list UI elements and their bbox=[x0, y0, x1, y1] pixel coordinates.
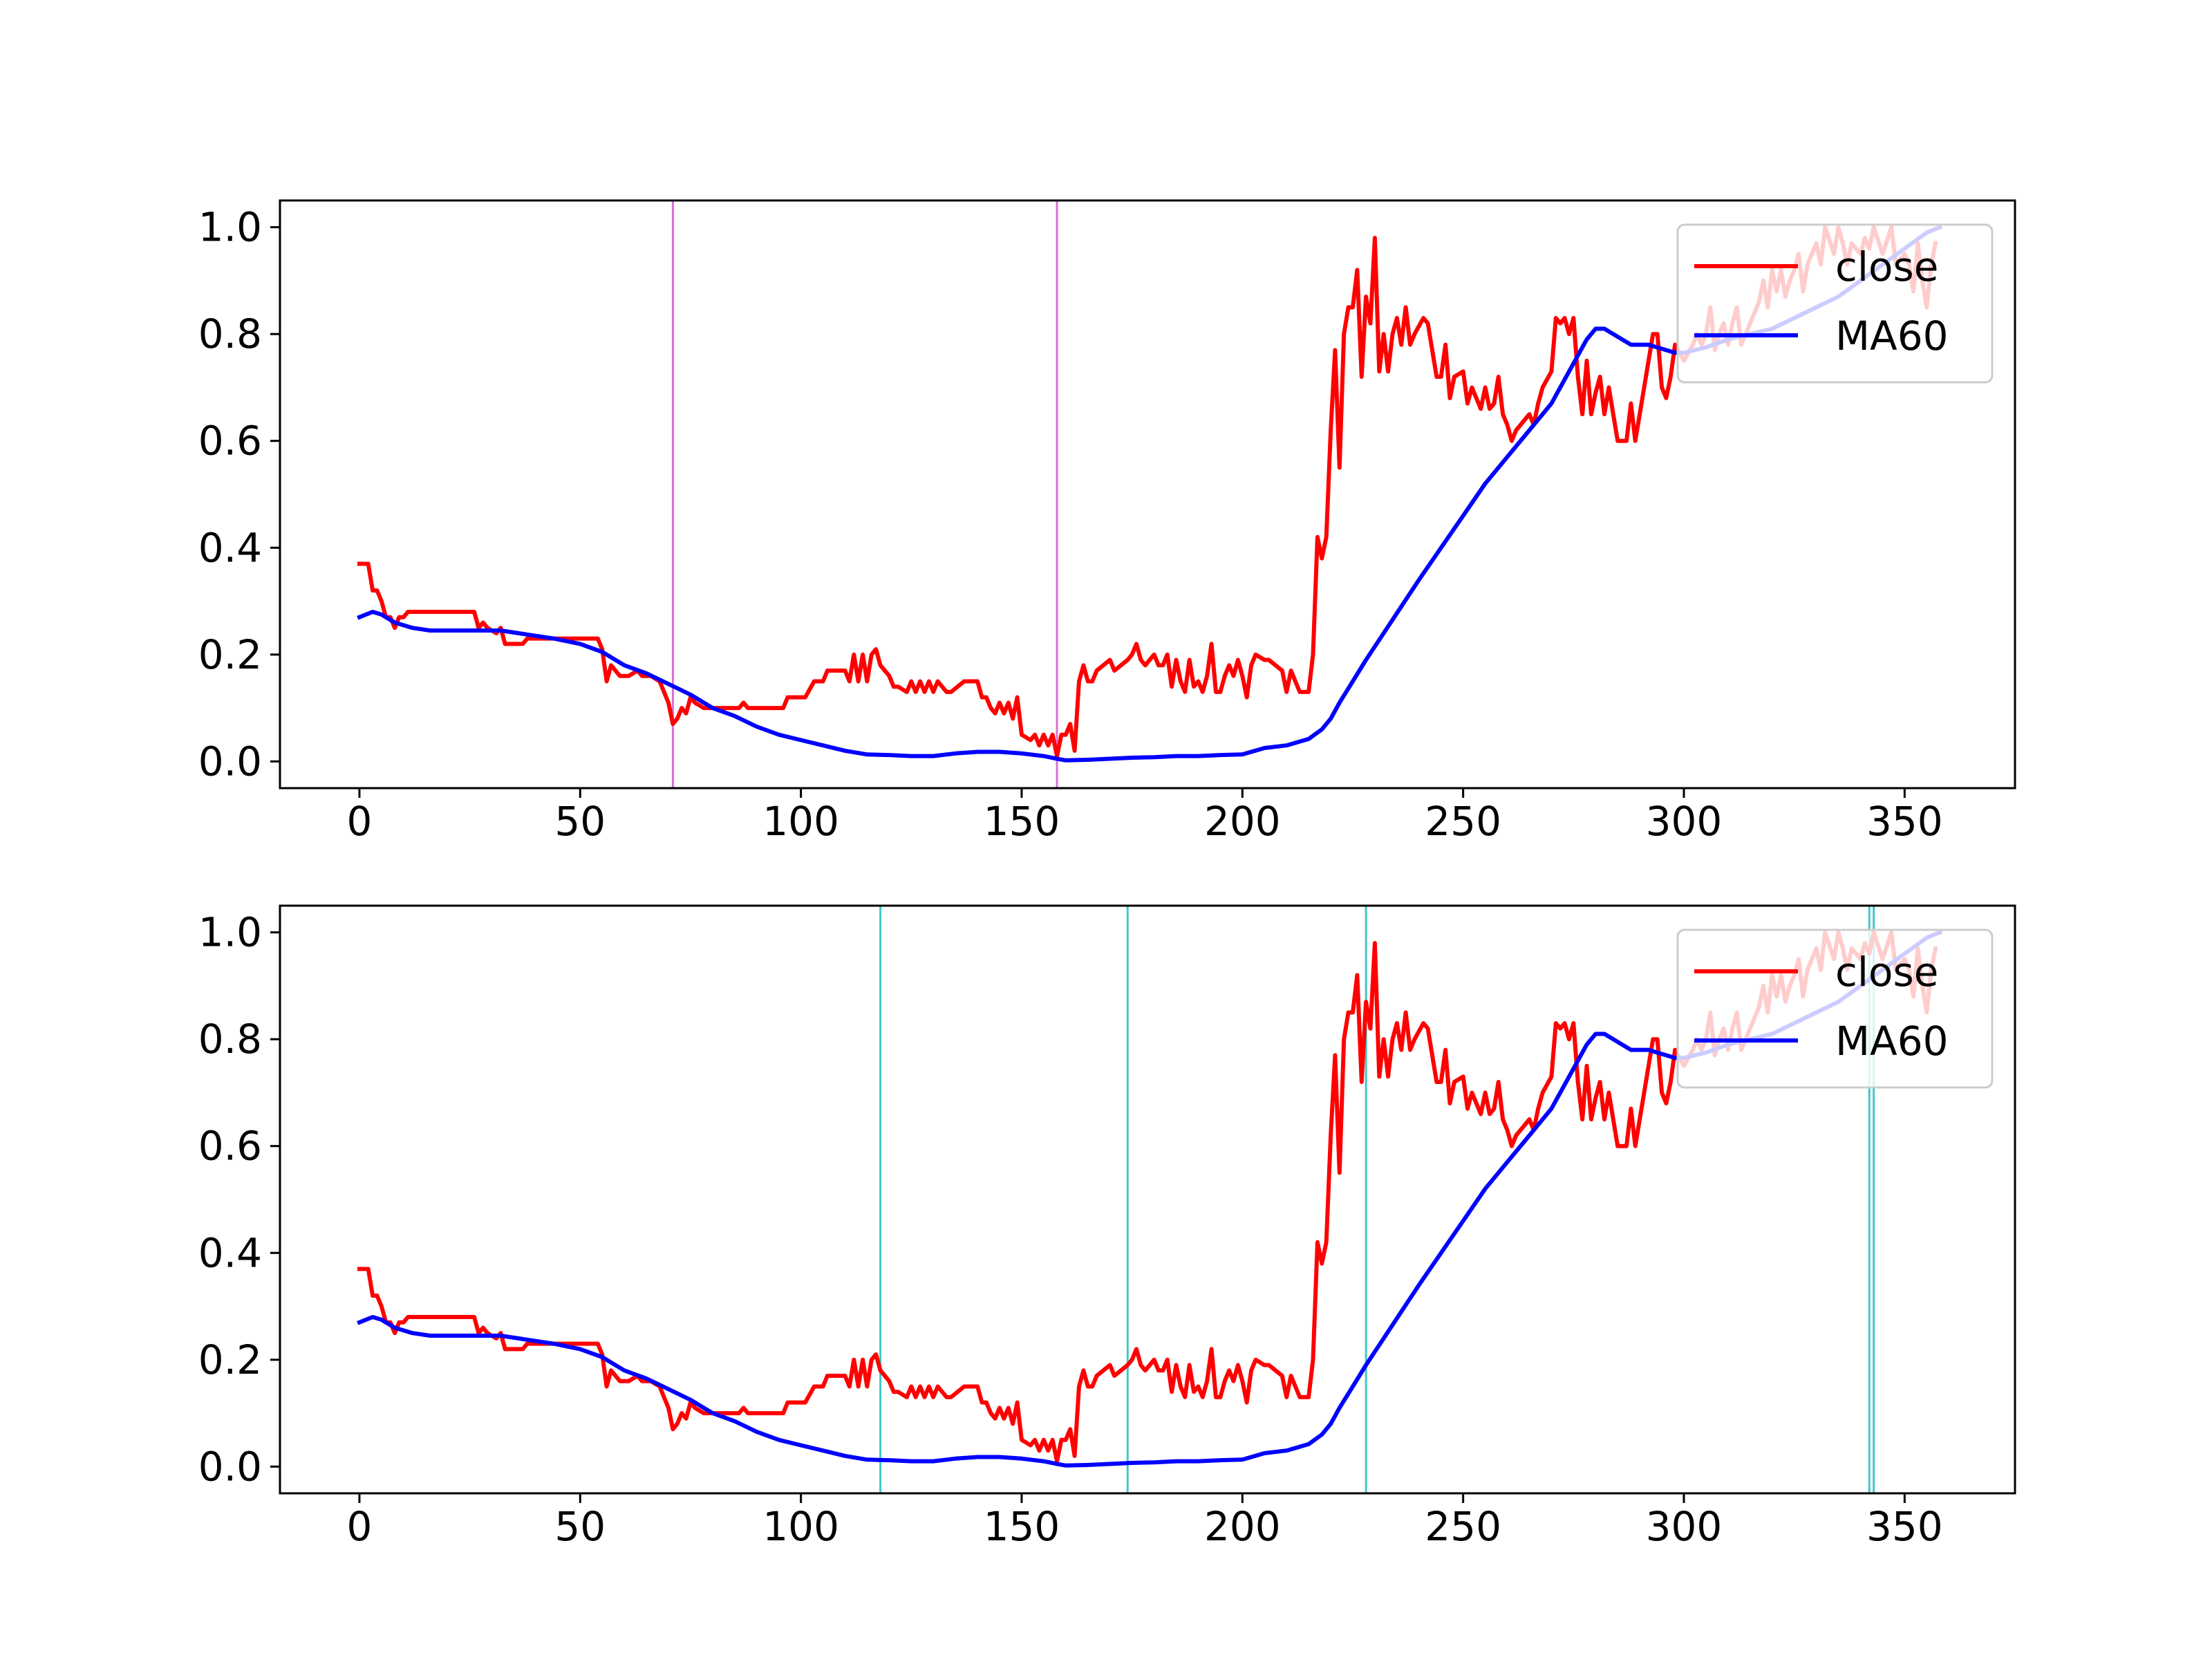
top-legend-label-close: close bbox=[1835, 243, 1938, 290]
bottom-x-tick-label: 200 bbox=[1204, 1503, 1281, 1550]
top-y-tick-label: 0.6 bbox=[198, 418, 262, 465]
bottom-x-tick-label: 50 bbox=[554, 1503, 606, 1550]
bottom-legend-label-ma60: MA60 bbox=[1835, 1018, 1949, 1065]
top-y-tick-label: 0.0 bbox=[198, 738, 262, 785]
bottom-y-tick-label: 0.0 bbox=[198, 1443, 262, 1490]
bottom-y-tick-label: 1.0 bbox=[198, 909, 262, 956]
bottom-x-tick-label: 0 bbox=[347, 1503, 373, 1550]
top-y-tick-label: 0.2 bbox=[198, 631, 262, 678]
bottom-y-tick-label: 0.6 bbox=[198, 1123, 262, 1170]
top-y-tick-label: 0.4 bbox=[198, 524, 262, 571]
top-x-tick-label: 50 bbox=[554, 798, 606, 845]
top-axes-frame bbox=[279, 199, 2016, 790]
bottom-y-tick-label: 0.4 bbox=[198, 1229, 262, 1276]
bottom-series-ma60 bbox=[357, 929, 1943, 1468]
top-legend: close MA60 bbox=[1676, 223, 1994, 384]
top-x-tick-label: 100 bbox=[762, 798, 839, 845]
bottom-y-tick-label: 0.2 bbox=[198, 1336, 262, 1383]
bottom-x-tick-label: 150 bbox=[984, 1503, 1060, 1550]
top-x-tick-label: 250 bbox=[1425, 798, 1501, 845]
top-x-tick-label: 0 bbox=[347, 798, 373, 845]
top-y-tick-label: 0.8 bbox=[198, 310, 262, 357]
top-panel: 0 50 100 150 200 250 300 350 0.0 0.2 0.4 0.6 0.8 1.0 c… bbox=[198, 199, 2016, 845]
top-x-tick-label: 150 bbox=[984, 798, 1060, 845]
bottom-panel: 0 50 100 150 200 250 300 350 0.0 0.2 0.4 0.6 0.8 1.0 c… bbox=[198, 904, 2016, 1550]
bottom-x-tick-label: 300 bbox=[1646, 1503, 1723, 1550]
bottom-x-tick-label: 350 bbox=[1866, 1503, 1943, 1550]
bottom-y-tick-label: 0.8 bbox=[198, 1016, 262, 1063]
top-x-tick-label: 200 bbox=[1204, 798, 1281, 845]
top-x-tick-label: 300 bbox=[1646, 798, 1723, 845]
top-series-ma60 bbox=[357, 224, 1943, 763]
bottom-x-tick-label: 250 bbox=[1425, 1503, 1501, 1550]
top-x-tick-label: 350 bbox=[1866, 798, 1943, 845]
bottom-legend-label-close: close bbox=[1835, 949, 1938, 996]
bottom-legend: close MA60 bbox=[1676, 928, 1994, 1089]
bottom-axes-frame bbox=[279, 904, 2016, 1495]
top-legend-label-ma60: MA60 bbox=[1835, 312, 1949, 360]
top-y-tick-label: 1.0 bbox=[198, 204, 262, 251]
bottom-x-tick-label: 100 bbox=[762, 1503, 839, 1550]
